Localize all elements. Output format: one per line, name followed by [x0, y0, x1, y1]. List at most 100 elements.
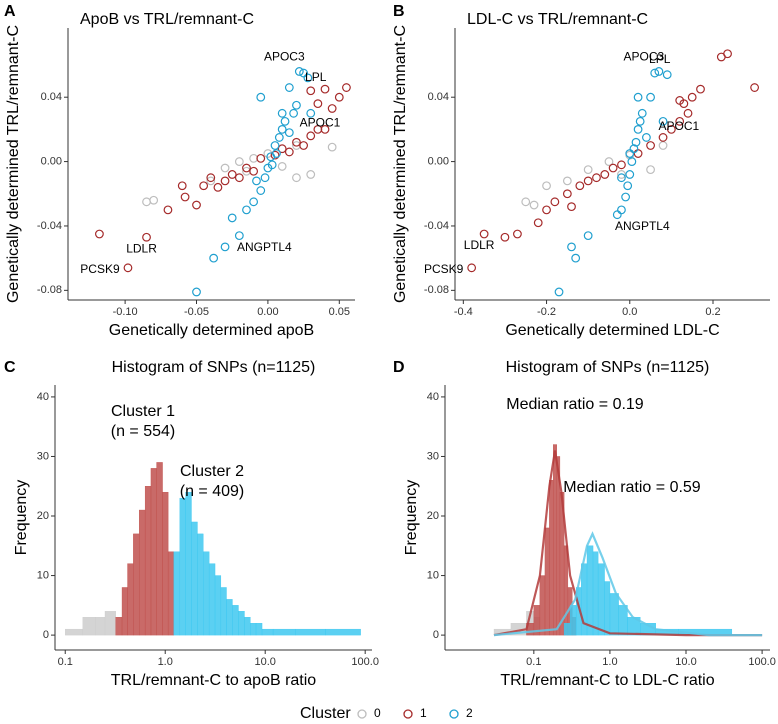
bar: [295, 628, 326, 636]
annotation: Median ratio = 0.19: [506, 396, 644, 413]
y-axis-label: Frequency: [403, 480, 420, 556]
bar: [609, 593, 619, 636]
x-tick-label: -0.10: [113, 306, 138, 318]
point: [550, 197, 560, 207]
point: [600, 170, 610, 179]
point: [267, 160, 277, 170]
point: [142, 232, 151, 242]
y-tick-label: 20: [427, 510, 439, 522]
point: [284, 83, 294, 92]
bar: [115, 617, 123, 636]
point: [242, 205, 251, 215]
point: [608, 163, 618, 173]
point: [658, 141, 668, 150]
point: [192, 287, 201, 297]
point: [633, 92, 643, 102]
bar: [203, 551, 210, 636]
y-tick-label: 10: [427, 569, 439, 581]
point: [583, 165, 593, 175]
point: [272, 149, 281, 158]
point: [633, 149, 643, 158]
annotation: Cluster 1: [111, 403, 175, 420]
point: [277, 162, 287, 171]
bar: [272, 628, 296, 636]
point: [625, 170, 635, 179]
point: [633, 124, 643, 134]
legend-title: Cluster: [300, 705, 351, 722]
point: [327, 142, 337, 152]
point: [292, 137, 301, 147]
bar: [592, 551, 599, 636]
x-axis-label: TRL/remnant-C to LDL-C ratio: [500, 672, 714, 689]
point: [612, 210, 622, 220]
bar: [325, 628, 361, 636]
bar: [220, 587, 227, 636]
bar: [597, 563, 605, 636]
point: [306, 86, 316, 96]
bar: [261, 628, 274, 636]
y-tick-label: -0.04: [424, 220, 449, 232]
x-tick-label: 0.0: [622, 306, 637, 318]
point: [220, 163, 230, 173]
point: [635, 116, 645, 126]
point: [256, 153, 266, 163]
x-tick-label: 100.0: [748, 656, 776, 668]
point: [646, 141, 655, 150]
density-curve: [493, 450, 763, 637]
point: [192, 200, 201, 210]
point: [679, 99, 689, 109]
legend-marker: [449, 709, 459, 719]
bar: [104, 611, 116, 636]
point: [533, 218, 543, 228]
point: [575, 181, 585, 191]
point: [280, 116, 290, 126]
y-axis-label: Genetically determined TRL/remnant-C: [392, 25, 409, 303]
point: [292, 100, 301, 110]
annotation: LPL: [649, 52, 671, 66]
bar: [127, 563, 134, 636]
point: [206, 176, 216, 186]
point: [277, 108, 287, 118]
point: [646, 165, 655, 175]
point: [513, 229, 522, 239]
point: [299, 68, 308, 78]
bar: [191, 521, 198, 636]
point: [658, 133, 668, 142]
x-tick-label: 0.1: [526, 656, 541, 668]
point: [284, 128, 294, 138]
point: [292, 173, 301, 183]
point: [666, 124, 676, 134]
point: [163, 205, 173, 215]
point: [334, 92, 344, 102]
point: [658, 116, 668, 126]
bar: [214, 575, 222, 636]
annotation: ANGPTL4: [615, 219, 670, 233]
bar: [549, 480, 554, 636]
x-tick-label: 0.05: [329, 306, 350, 318]
point: [209, 253, 219, 263]
point: [479, 229, 489, 239]
point: [227, 170, 237, 179]
point: [529, 200, 539, 210]
y-tick-label: 0.00: [41, 155, 62, 167]
point: [227, 213, 237, 223]
x-tick-label: -0.4: [454, 306, 473, 318]
x-tick-label: -0.2: [537, 306, 556, 318]
x-axis-label: Genetically determined LDL-C: [505, 322, 719, 339]
x-tick-label: 0.00: [257, 306, 278, 318]
annotation: LDLR: [464, 238, 495, 252]
x-tick-label: 10.0: [675, 656, 696, 668]
chart-title: LDL-C vs TRL/remnant-C: [467, 11, 648, 28]
bar: [544, 527, 550, 636]
point: [213, 182, 223, 192]
bar: [244, 617, 251, 636]
point: [567, 242, 576, 252]
point: [180, 192, 190, 202]
bar: [150, 468, 157, 636]
bar: [167, 551, 175, 636]
bar: [65, 628, 84, 636]
point: [723, 49, 732, 59]
bar: [133, 533, 140, 636]
point: [274, 133, 284, 142]
point: [327, 104, 337, 113]
